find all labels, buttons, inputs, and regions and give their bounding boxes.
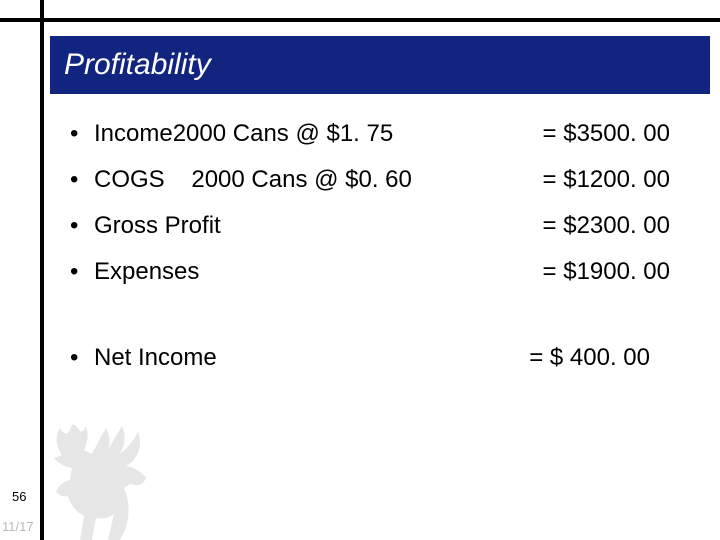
row-value: = $1900. 00: [199, 258, 670, 286]
bullet-icon: •: [70, 344, 94, 372]
moose-watermark-icon: [42, 410, 182, 540]
row-detail: 2000 Cans @ $0. 60: [165, 166, 412, 194]
row-income: • Income 2000 Cans @ $1. 75 = $3500. 00: [70, 120, 670, 148]
title-bar: Profitability: [50, 36, 710, 94]
top-horizontal-rule: [0, 18, 720, 22]
row-value: = $3500. 00: [393, 120, 670, 148]
row-value: = $2300. 00: [221, 212, 670, 240]
row-cogs: • COGS 2000 Cans @ $0. 60 = $1200. 00: [70, 166, 670, 194]
row-detail: 2000 Cans @ $1. 75: [173, 120, 394, 148]
bullet-icon: •: [70, 120, 94, 148]
row-label: Expenses: [94, 258, 199, 286]
spacer: [70, 304, 670, 344]
row-value: = $ 400. 00: [217, 344, 670, 372]
row-label: Income: [94, 120, 173, 148]
row-label: Gross Profit: [94, 212, 221, 240]
bullet-icon: •: [70, 166, 94, 194]
slide-body: • Income 2000 Cans @ $1. 75 = $3500. 00 …: [70, 120, 670, 390]
bullet-icon: •: [70, 258, 94, 286]
bullet-icon: •: [70, 212, 94, 240]
row-net-income: • Net Income = $ 400. 00: [70, 344, 670, 372]
row-expenses: • Expenses = $1900. 00: [70, 258, 670, 286]
page-number: 56: [12, 489, 26, 504]
slide: Profitability • Income 2000 Cans @ $1. 7…: [0, 0, 720, 540]
footer-date: 11/17: [2, 519, 34, 534]
row-value: = $1200. 00: [412, 166, 670, 194]
row-gross-profit: • Gross Profit = $2300. 00: [70, 212, 670, 240]
row-label: Net Income: [94, 344, 217, 372]
slide-title: Profitability: [64, 48, 211, 82]
row-label: COGS: [94, 166, 165, 194]
